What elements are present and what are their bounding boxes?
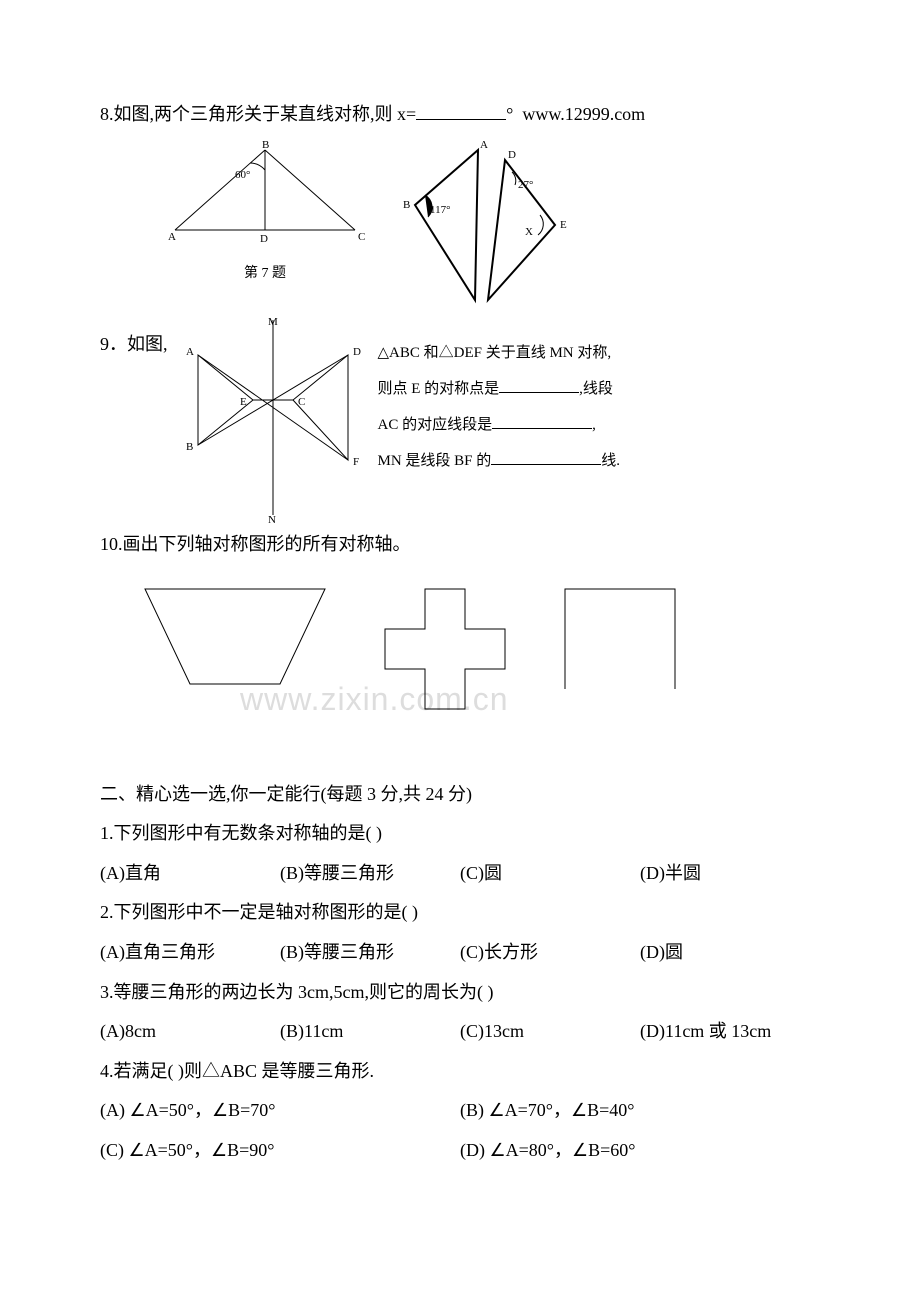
q9-l3a: AC 的对应线段是 xyxy=(378,417,493,433)
openrect-svg xyxy=(560,584,680,694)
s2q4-C[interactable]: (C) ∠A=50°，∠B=90° xyxy=(100,1131,460,1171)
q9-l2b: ,线段 xyxy=(579,381,613,397)
q8-text: 8.如图,两个三角形关于某直线对称,则 x= xyxy=(100,104,416,124)
figSym-svg: A B D E 117° 27° X xyxy=(400,140,580,310)
q9-F: F xyxy=(353,456,359,468)
q9-l4b: 线. xyxy=(601,453,620,469)
q8-url: www.12999.com xyxy=(522,104,645,124)
q9-N: N xyxy=(268,514,276,525)
q9-line1: △ABC 和△DEF 关于直线 MN 对称, xyxy=(378,345,612,361)
q9-row: 9．如图, M N A B E C D F △ABC 和△DEF 关于直线 MN… xyxy=(100,315,820,525)
s2q4-opts-row2: (C) ∠A=50°，∠B=90° (D) ∠A=80°，∠B=60° xyxy=(100,1131,820,1171)
q10-text: 10.画出下列轴对称图形的所有对称轴。 xyxy=(100,525,820,565)
fig7-D: D xyxy=(260,233,268,245)
q10-shapes xyxy=(140,584,820,714)
s2q1-opts: (A)直角 (B)等腰三角形 (C)圆 (D)半圆 xyxy=(100,854,820,894)
s2q4-A[interactable]: (A) ∠A=50°，∠B=70° xyxy=(100,1091,460,1131)
s2q2-D[interactable]: (D)圆 xyxy=(640,933,820,973)
s2q4-opts-row1: (A) ∠A=50°，∠B=70° (B) ∠A=70°，∠B=40° xyxy=(100,1091,820,1131)
sym-E: E xyxy=(560,219,567,231)
q9-l2a: 则点 E 的对称点是 xyxy=(378,381,500,397)
q8-line: 8.如图,两个三角形关于某直线对称,则 x= ° www.12999.com xyxy=(100,95,820,135)
sym-117: 117° xyxy=(430,204,451,216)
s2q3-A[interactable]: (A)8cm xyxy=(100,1012,280,1052)
s2q2-B[interactable]: (B)等腰三角形 xyxy=(280,933,460,973)
s2q2-C[interactable]: (C)长方形 xyxy=(460,933,640,973)
fig7-C: C xyxy=(358,231,365,243)
q9-prefix: 9．如图, xyxy=(100,315,168,365)
s2q4-B[interactable]: (B) ∠A=70°，∠B=40° xyxy=(460,1091,820,1131)
s2q1-C[interactable]: (C)圆 xyxy=(460,854,640,894)
s2q3-B[interactable]: (B)11cm xyxy=(280,1012,460,1052)
s2q1-D[interactable]: (D)半圆 xyxy=(640,854,820,894)
q9-blank3[interactable] xyxy=(491,449,601,465)
q9-A: A xyxy=(186,346,194,358)
s2q3-C[interactable]: (C)13cm xyxy=(460,1012,640,1052)
trapezoid-svg xyxy=(140,584,330,689)
q9-blank2[interactable] xyxy=(492,413,592,429)
sym-X: X xyxy=(525,226,533,238)
fig7-B: B xyxy=(262,140,269,151)
sym-B: B xyxy=(403,199,410,211)
plus-svg xyxy=(380,584,510,714)
q9-l3b: , xyxy=(592,417,596,433)
fig7-angle: 60° xyxy=(235,169,250,181)
s2q2-A[interactable]: (A)直角三角形 xyxy=(100,933,280,973)
q9-E: E xyxy=(240,396,247,408)
q9-C: C xyxy=(298,396,305,408)
fig7-wrapper: A B C D 60° 第 7 题 xyxy=(160,140,370,290)
q9-blank1[interactable] xyxy=(499,377,579,393)
q8-blank[interactable] xyxy=(416,101,506,120)
fig7-svg: A B C D 60° xyxy=(160,140,370,245)
sym-27: 27° xyxy=(518,179,533,191)
s2q3-stem: 3.等腰三角形的两边长为 3cm,5cm,则它的周长为( ) xyxy=(100,973,820,1013)
fig7-caption: 第 7 题 xyxy=(160,259,370,290)
s2q2-stem: 2.下列图形中不一定是轴对称图形的是( ) xyxy=(100,893,820,933)
s2q1-B[interactable]: (B)等腰三角形 xyxy=(280,854,460,894)
q9-M: M xyxy=(268,316,278,328)
fig7-A: A xyxy=(168,231,176,243)
s2q3-opts: (A)8cm (B)11cm (C)13cm (D)11cm 或 13cm xyxy=(100,1012,820,1052)
q9-D: D xyxy=(353,346,361,358)
q8-degree: ° xyxy=(506,104,513,124)
s2q2-opts: (A)直角三角形 (B)等腰三角形 (C)长方形 (D)圆 xyxy=(100,933,820,973)
q9-text-block: △ABC 和△DEF 关于直线 MN 对称, 则点 E 的对称点是 ,线段 AC … xyxy=(378,315,621,479)
s2q1-stem: 1.下列图形中有无数条对称轴的是( ) xyxy=(100,814,820,854)
s2q3-D[interactable]: (D)11cm 或 13cm xyxy=(640,1012,820,1052)
q9-l4a: MN 是线段 BF 的 xyxy=(378,453,492,469)
section2-title: 二、精心选一选,你一定能行(每题 3 分,共 24 分) xyxy=(100,775,820,815)
q8-figures: A B C D 60° 第 7 题 A B D E 117° 27° X xyxy=(160,140,820,310)
q9-svg: M N A B E C D F xyxy=(178,315,368,525)
sym-A: A xyxy=(480,140,488,151)
s2q4-D[interactable]: (D) ∠A=80°，∠B=60° xyxy=(460,1131,820,1171)
sym-D: D xyxy=(508,149,516,161)
s2q1-A[interactable]: (A)直角 xyxy=(100,854,280,894)
s2q4-stem: 4.若满足( )则△ABC 是等腰三角形. xyxy=(100,1052,820,1092)
q9-Bl: B xyxy=(186,441,193,453)
